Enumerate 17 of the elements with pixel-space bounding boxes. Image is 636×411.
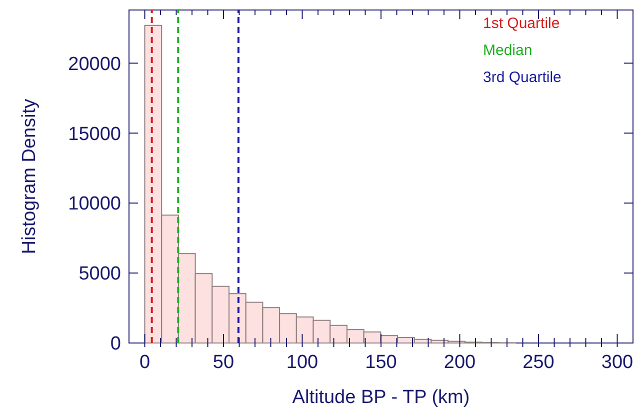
x-tick-label: 0 xyxy=(139,352,150,373)
y-tick-label: 0 xyxy=(110,334,121,355)
x-tick-label: 100 xyxy=(286,352,318,373)
ref-line-label: 1st Quartile xyxy=(483,15,560,32)
y-tick-label: 5000 xyxy=(78,264,121,285)
x-tick-label: 200 xyxy=(444,352,476,373)
x-tick-label: 250 xyxy=(522,352,554,373)
x-axis-title: Altitude BP - TP (km) xyxy=(292,387,470,408)
y-tick-label: 10000 xyxy=(68,194,121,215)
ref-line-label: Median xyxy=(483,42,532,59)
x-tick-label: 50 xyxy=(212,352,234,373)
ref-line-label: 3rd Quartile xyxy=(483,69,562,86)
y-tick-label: 15000 xyxy=(68,124,121,145)
x-tick-label: 150 xyxy=(365,352,397,373)
y-tick-label: 20000 xyxy=(68,54,121,75)
x-tick-label: 300 xyxy=(601,352,634,373)
y-axis-title: Histogram Density xyxy=(19,98,40,254)
